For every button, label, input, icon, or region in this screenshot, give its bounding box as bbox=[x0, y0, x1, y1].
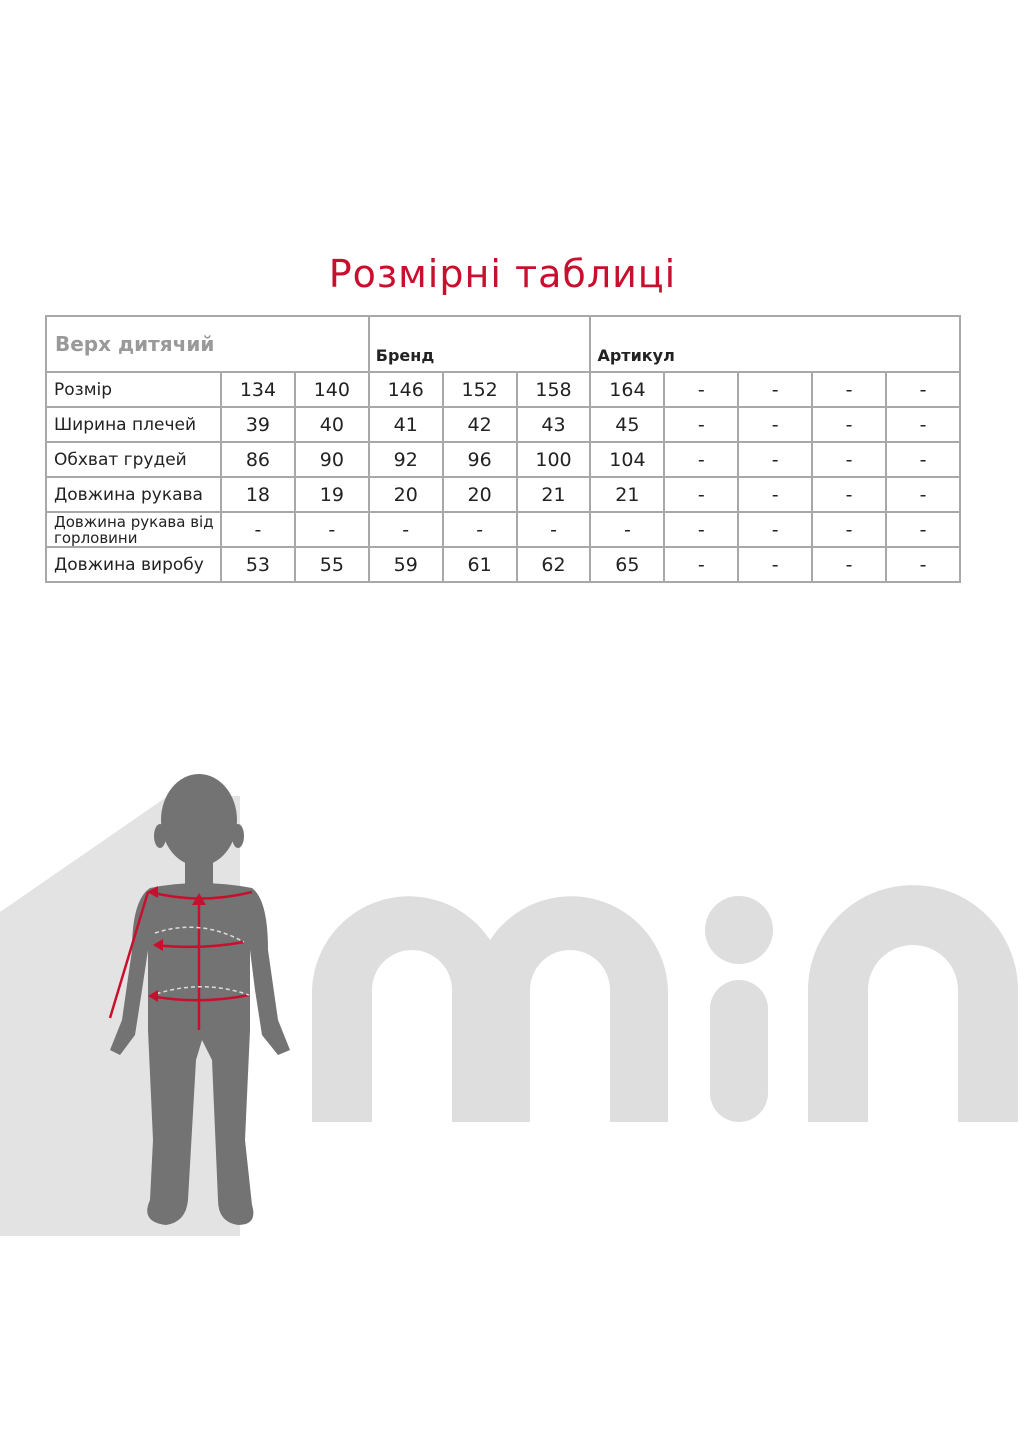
table-cell: 41 bbox=[367, 406, 444, 443]
table-cell: - bbox=[885, 441, 961, 478]
table-header-row: Верх дитячий Бренд Артикул bbox=[45, 315, 961, 373]
brand-logo bbox=[312, 885, 1018, 1122]
row-label: Ширина плечей bbox=[45, 406, 222, 443]
table-cell: 53 bbox=[220, 546, 296, 583]
table-cell: - bbox=[737, 511, 814, 548]
table-cell: 19 bbox=[293, 476, 370, 513]
measurement-arrowheads bbox=[147, 886, 206, 1002]
size-table: Верх дитячий Бренд Артикул Розмір 134 140 1… bbox=[45, 315, 961, 583]
table-cell: 86 bbox=[220, 441, 296, 478]
table-cell: 164 bbox=[589, 371, 666, 408]
table-cell: 55 bbox=[293, 546, 370, 583]
table-cell: - bbox=[885, 476, 961, 513]
table-cell: - bbox=[367, 511, 444, 548]
table-cell: - bbox=[737, 546, 814, 583]
table-cell: 20 bbox=[441, 476, 518, 513]
table-cell: 59 bbox=[367, 546, 444, 583]
table-cell: - bbox=[885, 511, 961, 548]
row-label: Довжина рукава bbox=[45, 476, 222, 513]
table-cell: 96 bbox=[441, 441, 518, 478]
table-cell: 61 bbox=[441, 546, 518, 583]
table-cell: 104 bbox=[589, 441, 666, 478]
table-cell: - bbox=[811, 371, 888, 408]
table-cell: 65 bbox=[589, 546, 666, 583]
table-row: Обхват грудей 86 90 92 96 100 104- - - - bbox=[45, 441, 961, 478]
table-cell: - bbox=[441, 511, 518, 548]
logo-letter-i bbox=[710, 980, 768, 1122]
table-cell: - bbox=[293, 511, 370, 548]
table-cell: - bbox=[663, 371, 740, 408]
table-cell: - bbox=[885, 406, 961, 443]
article-label: Артикул bbox=[589, 315, 961, 373]
table-cell: - bbox=[811, 406, 888, 443]
table-cell: - bbox=[737, 406, 814, 443]
table-cell: 18 bbox=[220, 476, 296, 513]
table-row: Довжина виробу 53 55 59 61 62 65- - - - bbox=[45, 546, 961, 583]
table-cell: 158 bbox=[515, 371, 592, 408]
table-cell: 62 bbox=[515, 546, 592, 583]
table-cell: 43 bbox=[515, 406, 592, 443]
table-cell: 20 bbox=[367, 476, 444, 513]
row-label: Обхват грудей bbox=[45, 441, 222, 478]
table-cell: - bbox=[515, 511, 592, 548]
table-cell: - bbox=[663, 546, 740, 583]
table-row: Розмір 134 140 146 152 158 164- - - - bbox=[45, 371, 961, 408]
table-cell: 21 bbox=[515, 476, 592, 513]
table-cell: - bbox=[811, 441, 888, 478]
table-cell: 42 bbox=[441, 406, 518, 443]
page-title: Розмірні таблиці bbox=[328, 252, 677, 296]
table-cell: - bbox=[663, 476, 740, 513]
measurement-lines bbox=[108, 890, 253, 1030]
table-row: Довжина рукава 18 19 20 20 21 21- - - - bbox=[45, 476, 961, 513]
table-cell: - bbox=[220, 511, 296, 548]
table-cell: 100 bbox=[515, 441, 592, 478]
table-cell: - bbox=[663, 511, 740, 548]
table-row: Ширина плечей 39 40 41 42 43 45- - - - bbox=[45, 406, 961, 443]
category-label: Верх дитячий bbox=[45, 315, 370, 373]
logo-letter-i-dot bbox=[705, 896, 773, 964]
table-cell: 134 bbox=[220, 371, 296, 408]
table-row: Довжина рукава від горловини - - - - - - - - - - bbox=[45, 511, 961, 548]
brand-label: Бренд bbox=[367, 315, 592, 373]
row-label: Довжина рукава від горловини bbox=[45, 511, 222, 548]
logo-letter-m bbox=[312, 896, 668, 1122]
row-label: Довжина виробу bbox=[45, 546, 222, 583]
table-cell: 21 bbox=[589, 476, 666, 513]
table-cell: 146 bbox=[367, 371, 444, 408]
table-cell: 140 bbox=[293, 371, 370, 408]
table-cell: 92 bbox=[367, 441, 444, 478]
table-cell: - bbox=[663, 441, 740, 478]
table-cell: - bbox=[737, 441, 814, 478]
table-cell: 45 bbox=[589, 406, 666, 443]
child-silhouette bbox=[110, 774, 290, 1225]
table-cell: 39 bbox=[220, 406, 296, 443]
table-cell: - bbox=[811, 476, 888, 513]
row-label: Розмір bbox=[45, 371, 222, 408]
table-cell: 152 bbox=[441, 371, 518, 408]
table-cell: - bbox=[811, 511, 888, 548]
table-cell: - bbox=[811, 546, 888, 583]
table-cell: 40 bbox=[293, 406, 370, 443]
table-cell: - bbox=[663, 406, 740, 443]
table-cell: 90 bbox=[293, 441, 370, 478]
table-cell: - bbox=[737, 476, 814, 513]
table-cell: - bbox=[589, 511, 666, 548]
table-cell: - bbox=[885, 546, 961, 583]
logo-letter-n bbox=[808, 885, 1018, 1122]
table-cell: - bbox=[737, 371, 814, 408]
table-cell: - bbox=[885, 371, 961, 408]
